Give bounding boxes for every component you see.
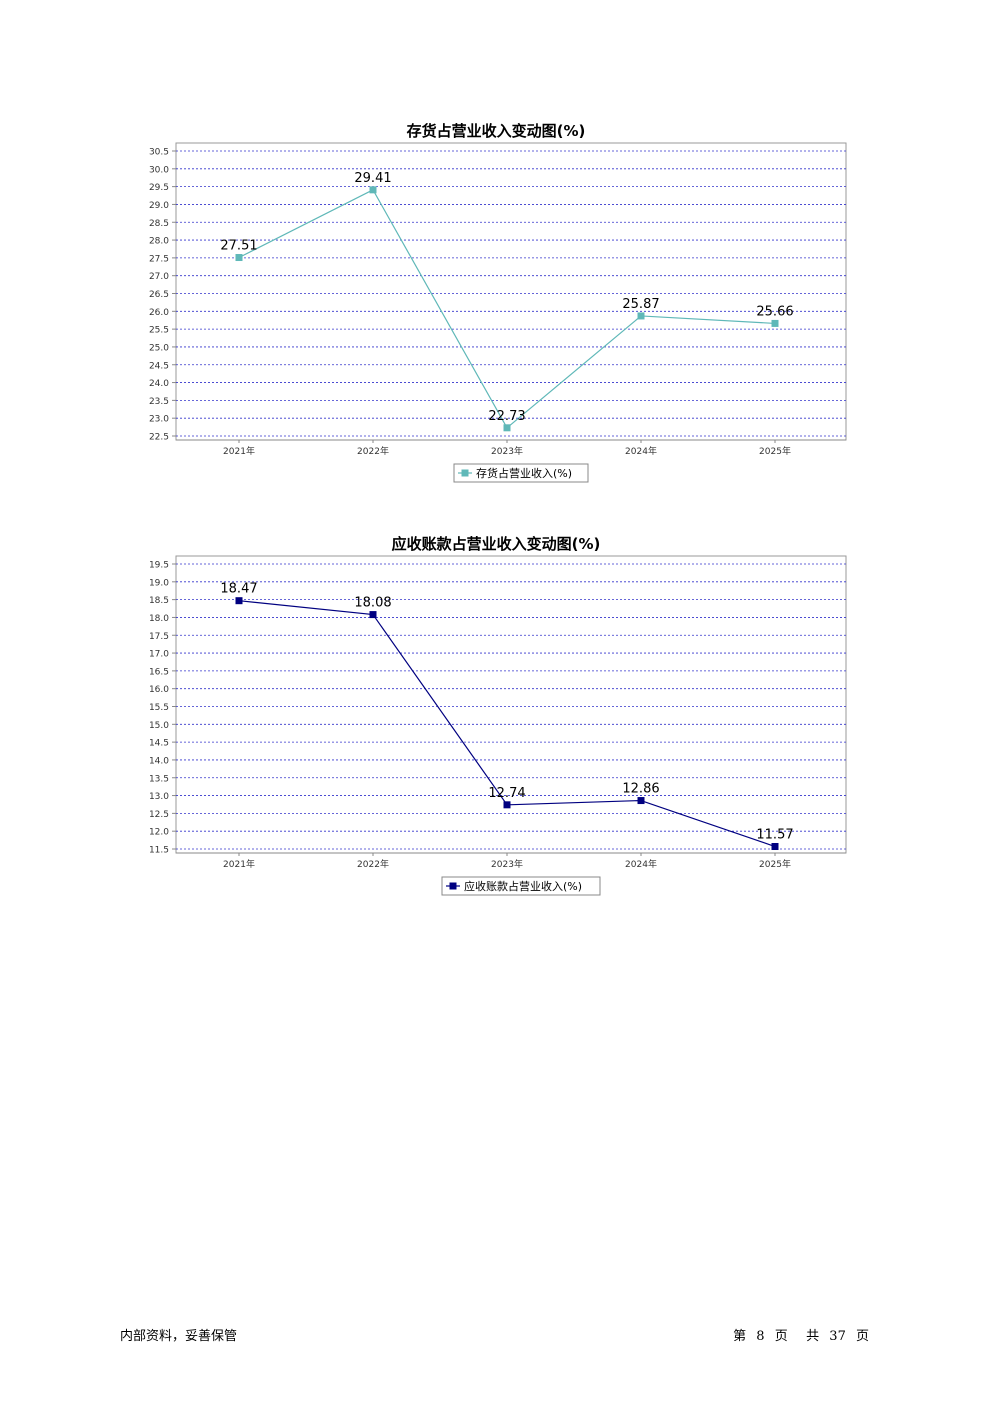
data-point xyxy=(637,312,645,320)
x-tick-label: 2023年 xyxy=(491,445,523,457)
data-label: 25.87 xyxy=(622,297,659,312)
chart-1-title: 存货占营业收入变动图(%) xyxy=(406,122,586,140)
page-number: 8 xyxy=(756,1329,765,1344)
y-tick-label: 27.5 xyxy=(149,254,169,264)
page-unit: 页 xyxy=(774,1329,788,1344)
y-tick-label: 26.5 xyxy=(149,290,169,300)
x-tick-label: 2021年 xyxy=(223,858,255,870)
data-label: 22.73 xyxy=(488,409,525,424)
legend-marker xyxy=(461,469,469,477)
y-tick-label: 25.5 xyxy=(149,326,169,336)
data-label: 18.08 xyxy=(354,596,391,611)
data-point xyxy=(771,319,779,327)
x-tick-label: 2025年 xyxy=(759,445,791,457)
y-tick-label: 22.5 xyxy=(149,433,169,443)
y-tick-label: 11.5 xyxy=(149,846,169,856)
y-tick-label: 14.0 xyxy=(149,756,169,766)
y-tick-label: 30.5 xyxy=(149,148,169,158)
footer-page-info: 第 8 页 共 37 页 xyxy=(730,1325,872,1344)
data-label: 27.51 xyxy=(220,239,257,254)
y-tick-label: 23.5 xyxy=(149,397,169,407)
legend-box xyxy=(453,463,589,483)
data-point xyxy=(771,843,779,851)
y-tick-label: 30.0 xyxy=(149,165,169,175)
x-tick-label: 2023年 xyxy=(491,858,523,870)
y-tick-label: 15.5 xyxy=(149,703,169,713)
y-tick-label: 16.0 xyxy=(149,685,169,695)
data-label: 25.66 xyxy=(756,304,793,319)
plot-area xyxy=(175,142,847,441)
plot-area xyxy=(175,555,847,854)
data-label: 29.41 xyxy=(354,171,391,186)
chart-1: 30.5 30.0 29.5 29.0 28.5 28.0 27.5 27.0 26.5 26.0… xyxy=(149,142,847,483)
legend-marker xyxy=(449,882,457,890)
data-point xyxy=(235,597,243,605)
y-tick-label: 15.0 xyxy=(149,721,169,731)
y-tick-label: 13.0 xyxy=(149,792,169,802)
y-tick-label: 26.0 xyxy=(149,308,169,318)
x-tick-label: 2021年 xyxy=(223,445,255,457)
x-tick-label: 2022年 xyxy=(357,445,389,457)
y-tick-label: 23.0 xyxy=(149,415,169,425)
y-tick-label: 24.0 xyxy=(149,379,169,389)
y-tick-label: 12.5 xyxy=(149,810,169,820)
data-label: 12.86 xyxy=(622,782,659,797)
data-label: 12.74 xyxy=(488,786,525,801)
y-tick-label: 19.5 xyxy=(149,561,169,571)
y-tick-label: 19.0 xyxy=(149,578,169,588)
y-tick-label: 17.0 xyxy=(149,650,169,660)
y-tick-label: 28.0 xyxy=(149,237,169,247)
total-pages: 37 xyxy=(829,1329,846,1344)
y-tick-label: 16.5 xyxy=(149,667,169,677)
y-tick-label: 18.5 xyxy=(149,596,169,606)
y-tick-label: 29.5 xyxy=(149,183,169,193)
y-tick-label: 17.5 xyxy=(149,632,169,642)
data-label: 11.57 xyxy=(756,828,793,843)
total-unit: 页 xyxy=(855,1329,869,1344)
chart-2-title: 应收账款占营业收入变动图(%) xyxy=(391,535,601,553)
data-point xyxy=(637,797,645,805)
x-tick-label: 2024年 xyxy=(625,858,657,870)
y-tick-label: 24.5 xyxy=(149,361,169,371)
y-tick-label: 28.5 xyxy=(149,219,169,229)
y-tick-label: 14.5 xyxy=(149,739,169,749)
y-tick-label: 27.0 xyxy=(149,272,169,282)
legend-box xyxy=(441,876,601,896)
data-point xyxy=(369,611,377,619)
y-tick-label: 13.5 xyxy=(149,774,169,784)
data-point xyxy=(235,254,243,262)
x-tick-label: 2022年 xyxy=(357,858,389,870)
footer-confidential-note: 内部资料，妥善保管 xyxy=(120,1329,238,1344)
data-point xyxy=(503,424,511,432)
x-tick-label: 2025年 xyxy=(759,858,791,870)
total-prefix: 共 xyxy=(806,1329,820,1344)
y-tick-label: 12.0 xyxy=(149,828,169,838)
y-tick-label: 29.0 xyxy=(149,201,169,211)
legend-label: 应收账款占营业收入(%) xyxy=(464,879,582,893)
y-tick-label: 25.0 xyxy=(149,343,169,353)
y-tick-label: 18.0 xyxy=(149,614,169,624)
legend-label: 存货占营业收入(%) xyxy=(476,466,572,480)
page-prefix: 第 xyxy=(733,1329,747,1344)
x-tick-label: 2024年 xyxy=(625,445,657,457)
data-label: 18.47 xyxy=(220,582,257,597)
data-point xyxy=(503,801,511,809)
chart-2: 19.5 19.0 18.5 18.0 17.5 17.0 16.5 16.0 15.5 15.0… xyxy=(149,555,847,896)
data-point xyxy=(369,186,377,194)
